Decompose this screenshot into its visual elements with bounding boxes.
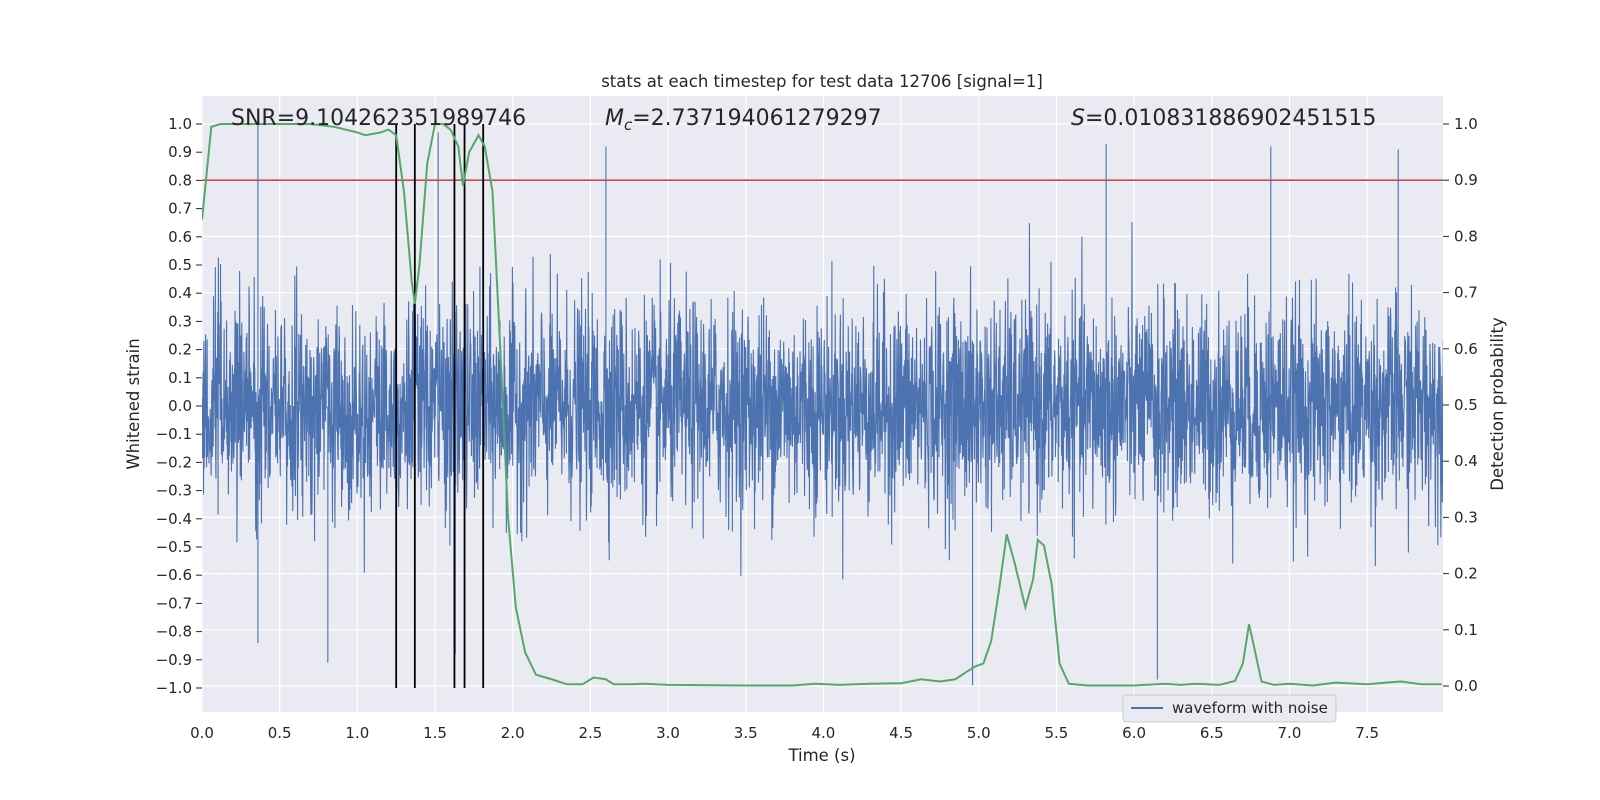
- y-tick-label: 0.4: [168, 284, 192, 302]
- vertical-markers: [395, 124, 485, 688]
- y-tick-label: 1.0: [168, 115, 192, 133]
- x-axis-ticks: 0.0 0.5 1.0 1.5 2.0 2.5 3.0 3.5 4.0 4.5 5.0 5.5 6.0 6…: [190, 724, 1379, 742]
- y2-tick-label: 1.0: [1454, 115, 1478, 133]
- y2-tick-label: 0.6: [1454, 340, 1478, 358]
- chart-title: stats at each timestep for test data 127…: [601, 72, 1043, 91]
- y-tick-label: −1.0: [156, 679, 192, 697]
- chirp-mass-symbol: M: [605, 106, 624, 131]
- x-tick-label: 5.0: [967, 724, 991, 742]
- y2-axis-ticks: 1.0 0.9 0.8 0.7 0.6 0.5 0.4 0.3 0.2 0.1 0.0: [1443, 115, 1478, 695]
- y-tick-label: −0.1: [156, 425, 192, 443]
- x-axis-label: Time (s): [787, 746, 855, 765]
- y-tick-label: −0.6: [156, 566, 192, 584]
- chirp-mass-annotation: Mc=2.737194061279297: [605, 106, 882, 134]
- x-tick-label: 5.5: [1044, 724, 1068, 742]
- x-tick-label: 0.0: [190, 724, 214, 742]
- legend-box: [1122, 694, 1337, 723]
- x-tick-label: 2.0: [501, 724, 525, 742]
- y-tick-label: 0.7: [168, 200, 192, 218]
- x-tick-label: 3.0: [656, 724, 680, 742]
- y-tick-label: 0.5: [168, 256, 192, 274]
- y-axis-ticks: 1.0 0.9 0.8 0.7 0.6 0.5 0.4 0.3 0.2 0.1 0.0 −0.1 −0.…: [156, 115, 202, 697]
- s-symbol: S: [1071, 106, 1085, 131]
- y-tick-label: −0.3: [156, 482, 192, 500]
- y2-tick-label: 0.0: [1454, 677, 1478, 695]
- x-tick-label: 0.5: [268, 724, 292, 742]
- y2-axis-label: Detection probability: [1488, 317, 1507, 491]
- y-axis-label: Whitened strain: [124, 338, 143, 469]
- x-tick-label: 2.5: [578, 724, 602, 742]
- y-tick-label: 0.2: [168, 341, 192, 359]
- x-tick-label: 6.5: [1200, 724, 1224, 742]
- s-annotation: S=0.010831886902451515: [1071, 106, 1376, 131]
- x-tick-label: 6.0: [1122, 724, 1146, 742]
- y-tick-label: −0.2: [156, 453, 192, 471]
- y-tick-label: −0.8: [156, 623, 192, 641]
- probability-line: [202, 123, 1442, 687]
- x-tick-label: 4.5: [889, 724, 913, 742]
- snr-annotation: SNR=9.104262351989746: [231, 106, 526, 131]
- y-tick-label: −0.4: [156, 510, 192, 528]
- x-tick-label: 1.0: [345, 724, 369, 742]
- x-tick-label: 3.5: [734, 724, 758, 742]
- y2-tick-label: 0.3: [1454, 508, 1478, 526]
- s-value: =0.010831886902451515: [1085, 106, 1376, 131]
- legend: waveform with noise: [1122, 694, 1337, 723]
- chirp-mass-value: =2.737194061279297: [632, 106, 881, 131]
- x-tick-label: 4.0: [811, 724, 835, 742]
- y-tick-label: 0.8: [168, 171, 192, 189]
- y2-tick-label: 0.9: [1454, 171, 1478, 189]
- y2-tick-label: 0.7: [1454, 284, 1478, 302]
- probability-series: [202, 123, 1442, 687]
- chirp-mass-subscript: c: [624, 116, 633, 134]
- x-tick-label: 1.5: [423, 724, 447, 742]
- y-tick-label: 0.0: [168, 397, 192, 415]
- y-tick-label: 0.1: [168, 369, 192, 387]
- y-tick-label: 0.9: [168, 143, 192, 161]
- y2-tick-label: 0.5: [1454, 396, 1478, 414]
- y-tick-label: −0.5: [156, 538, 192, 556]
- y2-tick-label: 0.4: [1454, 452, 1478, 470]
- x-tick-label: 7.5: [1355, 724, 1379, 742]
- y-tick-label: 0.6: [168, 228, 192, 246]
- y2-tick-label: 0.1: [1454, 621, 1478, 639]
- y2-tick-label: 0.8: [1454, 227, 1478, 245]
- y-tick-label: −0.9: [156, 651, 192, 669]
- x-tick-label: 7.0: [1278, 724, 1302, 742]
- legend-label-waveform: waveform with noise: [1172, 699, 1328, 717]
- y2-tick-label: 0.2: [1454, 565, 1478, 583]
- y-tick-label: 0.3: [168, 312, 192, 330]
- y-tick-label: −0.7: [156, 594, 192, 612]
